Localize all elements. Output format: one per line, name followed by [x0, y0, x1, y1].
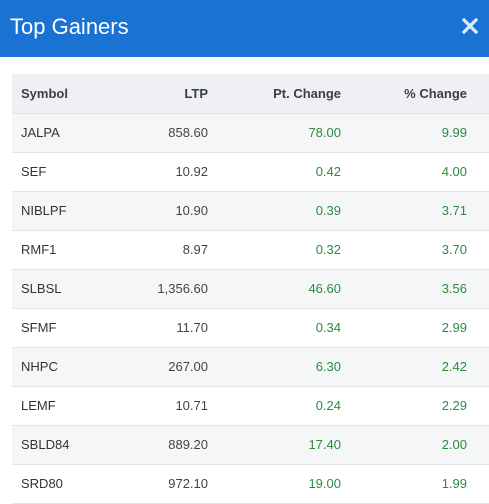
pt-change-cell: 0.24 [315, 398, 341, 413]
table-row[interactable]: JALPA 858.60 78.00 9.99 [12, 113, 489, 152]
pct-change-cell: 4.00 [441, 164, 467, 179]
pct-change-cell: 2.29 [441, 398, 467, 413]
table-header: Symbol LTP Pt. Change % Change [12, 74, 489, 114]
table-body: JALPA 858.60 78.00 9.99 SEF 10.92 0.42 4.00 NIBL… [12, 113, 489, 503]
pct-change-cell: 1.99 [441, 476, 467, 491]
pt-change-cell: 0.32 [315, 242, 341, 257]
close-icon [462, 18, 478, 34]
top-gainers-table-container: Symbol LTP Pt. Change % Change JALPA 858.… [12, 74, 489, 504]
table-row[interactable]: RMF1 8.97 0.32 3.70 [12, 230, 489, 269]
pt-change-cell: 6.30 [315, 359, 341, 374]
top-gainers-table: Symbol LTP Pt. Change % Change JALPA 858.… [12, 74, 489, 504]
pt-change-cell: 46.60 [308, 281, 341, 296]
pct-change-cell: 3.56 [441, 281, 467, 296]
ltp-cell: 10.71 [175, 398, 208, 413]
symbol-cell[interactable]: LEMF [21, 398, 56, 413]
ltp-cell: 11.70 [176, 320, 208, 335]
table-row[interactable]: SLBSL 1,356.60 46.60 3.56 [12, 269, 489, 308]
symbol-cell[interactable]: SFMF [21, 320, 57, 335]
ltp-cell: 858.60 [168, 125, 208, 140]
column-header-pct-change[interactable]: % Change [341, 74, 489, 114]
ltp-cell: 10.90 [175, 203, 208, 218]
pct-change-cell: 2.99 [441, 320, 467, 335]
symbol-cell[interactable]: SLBSL [21, 281, 62, 296]
ltp-cell: 267.00 [168, 359, 208, 374]
ltp-cell: 1,356.60 [157, 281, 208, 296]
modal-header: Top Gainers [0, 0, 489, 57]
pt-change-cell: 0.34 [315, 320, 341, 335]
column-header-ltp[interactable]: LTP [122, 74, 208, 114]
column-header-pt-change[interactable]: Pt. Change [208, 74, 341, 114]
symbol-cell[interactable]: JALPA [21, 125, 60, 140]
modal-title: Top Gainers [10, 14, 129, 39]
table-row[interactable]: NIBLPF 10.90 0.39 3.71 [12, 191, 489, 230]
pt-change-cell: 17.40 [308, 437, 341, 452]
ltp-cell: 8.97 [182, 242, 208, 257]
table-header-row: Symbol LTP Pt. Change % Change [12, 74, 489, 114]
pct-change-cell: 2.42 [441, 359, 467, 374]
symbol-cell[interactable]: NHPC [21, 359, 58, 374]
table-row[interactable]: SEF 10.92 0.42 4.00 [12, 152, 489, 191]
table-row[interactable]: LEMF 10.71 0.24 2.29 [12, 386, 489, 425]
pct-change-cell: 2.00 [441, 437, 467, 452]
symbol-cell[interactable]: SBLD84 [21, 437, 70, 452]
table-row[interactable]: SRD80 972.10 19.00 1.99 [12, 464, 489, 503]
close-button[interactable] [462, 18, 478, 34]
pt-change-cell: 78.00 [308, 125, 341, 140]
symbol-cell[interactable]: NIBLPF [21, 203, 67, 218]
pct-change-cell: 9.99 [441, 125, 467, 140]
symbol-cell[interactable]: SRD80 [21, 476, 63, 491]
ltp-cell: 10.92 [175, 164, 208, 179]
ltp-cell: 972.10 [168, 476, 208, 491]
table-row[interactable]: SFMF 11.70 0.34 2.99 [12, 308, 489, 347]
pt-change-cell: 0.42 [315, 164, 341, 179]
pt-change-cell: 0.39 [315, 203, 341, 218]
pct-change-cell: 3.71 [441, 203, 467, 218]
table-row[interactable]: SBLD84 889.20 17.40 2.00 [12, 425, 489, 464]
column-header-symbol[interactable]: Symbol [12, 74, 122, 114]
pt-change-cell: 19.00 [308, 476, 341, 491]
pct-change-cell: 3.70 [441, 242, 467, 257]
symbol-cell[interactable]: SEF [21, 164, 47, 179]
symbol-cell[interactable]: RMF1 [21, 242, 57, 257]
table-row[interactable]: NHPC 267.00 6.30 2.42 [12, 347, 489, 386]
ltp-cell: 889.20 [168, 437, 208, 452]
